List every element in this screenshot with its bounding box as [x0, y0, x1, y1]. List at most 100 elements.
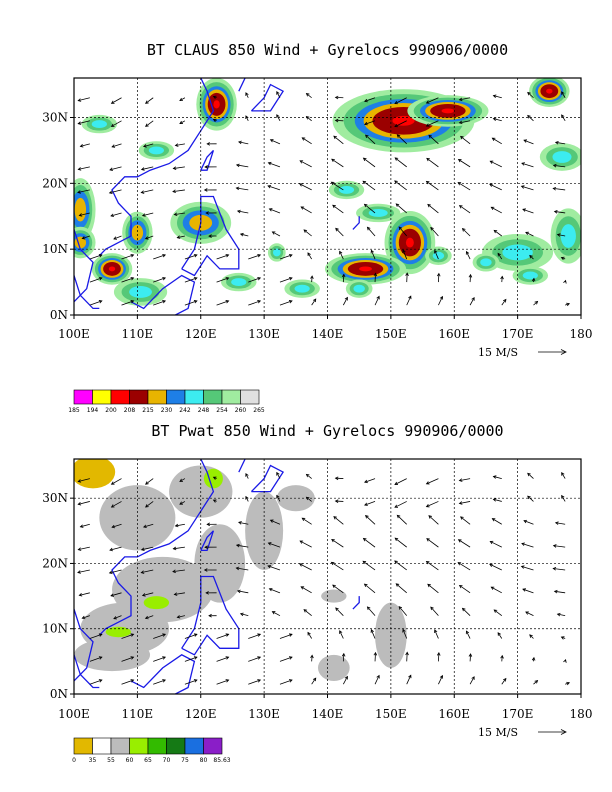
wind-arrow-shaft: [174, 592, 185, 595]
wind-arrow: [79, 143, 90, 148]
wind-arrow-shaft: [248, 656, 261, 662]
wind-arrow-shaft: [460, 136, 471, 145]
wind-arrow-shaft: [469, 297, 475, 306]
wind-arrow: [520, 565, 534, 571]
wind-arrow: [311, 298, 317, 306]
wind-arrow: [461, 607, 471, 616]
wind-arrow: [235, 566, 249, 571]
colorbar-label: 248: [198, 407, 210, 414]
wind-arrow-shaft: [303, 609, 312, 616]
wind-arrow-head: [334, 499, 339, 503]
wind-arrow: [140, 569, 154, 574]
x-tick-label: 140E: [312, 707, 344, 721]
wind-arrow-head: [257, 277, 262, 281]
wind-arrow-shaft: [216, 300, 229, 306]
chart-title: BT Pwat 850 Wind + Gyrelocs 990906/0000: [151, 422, 503, 440]
wind-arrow: [522, 208, 534, 214]
wind-arrow: [364, 97, 376, 103]
wind-arrow-head: [162, 253, 167, 258]
wind-arrow-shaft: [299, 183, 312, 191]
wind-arrow-head: [238, 521, 242, 525]
wind-arrow-head: [394, 100, 398, 105]
shaded-contour: [441, 108, 455, 114]
wind-arrow: [108, 569, 122, 575]
wind-arrow-shaft: [80, 523, 90, 528]
shaded-contour: [560, 224, 576, 248]
shaded-region: [105, 626, 132, 638]
wind-arrow-head: [335, 227, 339, 232]
wind-arrow-shaft: [175, 143, 185, 146]
wind-arrow-head: [239, 232, 244, 237]
wind-arrow: [341, 273, 346, 283]
shaded-region: [550, 208, 581, 264]
wind-arrow-shaft: [79, 592, 90, 596]
wind-arrow-head: [225, 633, 230, 637]
shaded-region: [245, 491, 284, 570]
wind-arrow-head: [553, 589, 558, 594]
coastline: [74, 608, 94, 682]
wind-arrow-shaft: [111, 120, 122, 127]
wind-arrow: [81, 615, 90, 620]
wind-arrow-head: [427, 583, 431, 588]
wind-arrow-shaft: [426, 97, 439, 104]
wind-arrow-shaft: [173, 166, 185, 169]
wind-arrow-head: [522, 588, 526, 592]
wind-arrow-head: [245, 115, 249, 119]
wind-arrow-head: [235, 543, 240, 548]
wind-arrow-head: [225, 253, 230, 258]
wind-arrow-head: [561, 114, 565, 118]
wind-arrow: [362, 537, 376, 548]
wind-arrow-shaft: [109, 166, 122, 171]
wind-arrow-shaft: [145, 478, 154, 485]
wind-arrow-head: [267, 565, 272, 569]
wind-arrow: [172, 189, 185, 194]
wind-arrow: [521, 542, 534, 548]
wind-arrow-head: [425, 123, 430, 127]
shaded-region: [425, 246, 452, 265]
wind-arrow-head: [471, 676, 475, 680]
wind-arrow-head: [402, 249, 406, 254]
wind-arrow: [370, 249, 376, 260]
wind-arrow-shaft: [270, 519, 281, 525]
wind-arrow-shaft: [395, 203, 407, 214]
wind-arrow-shaft: [367, 227, 376, 237]
wind-arrow: [552, 566, 566, 571]
wind-arrow-head: [312, 677, 317, 682]
wind-arrow-shaft: [299, 563, 312, 571]
wind-arrow: [279, 253, 293, 260]
wind-arrow-head: [408, 295, 412, 300]
wind-arrow-head: [111, 144, 116, 148]
wind-arrow: [527, 495, 534, 502]
colorbar-swatch: [203, 389, 223, 405]
wind-arrow-head: [489, 183, 493, 187]
wind-arrow-head: [428, 134, 432, 139]
wind-arrow: [525, 231, 534, 237]
wind-arrow-shaft: [491, 206, 502, 214]
wind-arrow: [77, 478, 90, 483]
wind-arrow: [560, 636, 566, 640]
wind-arrow-shaft: [248, 254, 261, 260]
wind-arrow-shaft: [236, 544, 249, 548]
wind-arrow-head: [339, 630, 343, 634]
wind-arrow-head: [225, 277, 230, 281]
wind-arrow-head: [502, 677, 507, 682]
wind-arrow-shaft: [493, 609, 503, 616]
y-tick-label: 30N: [42, 491, 68, 505]
wind-arrow-head: [174, 143, 179, 147]
wind-arrow-shaft: [394, 157, 407, 168]
wind-arrow-head: [271, 231, 276, 235]
wind-arrow-head: [245, 473, 249, 477]
wind-arrow: [248, 656, 262, 662]
shaded-contour: [368, 209, 388, 217]
wind-arrow-head: [301, 517, 306, 522]
wind-arrow-shaft: [89, 633, 102, 639]
shaded-region: [203, 468, 223, 489]
wind-arrow-head: [257, 656, 262, 660]
coastline: [238, 459, 246, 473]
wind-arrow-head: [78, 213, 83, 217]
wind-arrow-head: [179, 97, 183, 102]
wind-arrow: [298, 183, 312, 191]
wind-arrow-head: [490, 586, 495, 590]
shaded-region: [284, 279, 320, 298]
wind-arrow: [395, 203, 407, 214]
